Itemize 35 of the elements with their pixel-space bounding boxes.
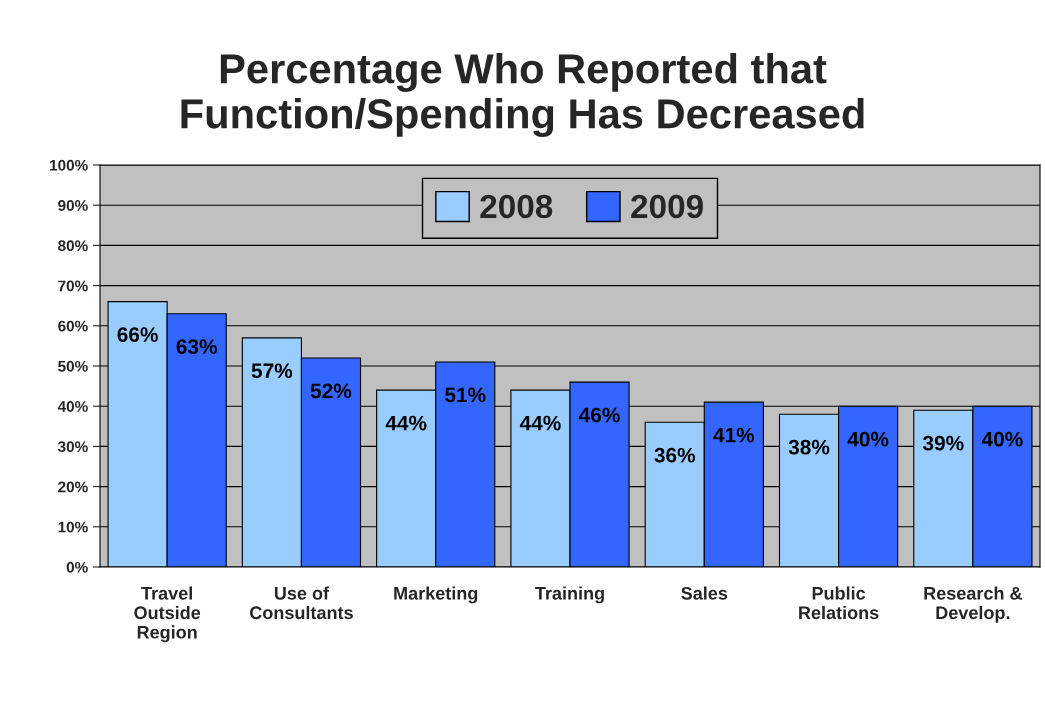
x-tick-label: Use of Consultants [250,586,353,620]
y-tick-label: 60% [58,320,88,332]
data-label: 40% [847,431,889,447]
data-label: 38% [788,439,830,455]
x-tick-label: Travel Outside Region [134,586,201,643]
data-label: 52% [310,383,352,399]
y-tick-label: 40% [57,401,88,412]
data-label: 41% [713,427,755,443]
chart-title: Percentage Who Reported that Function/Spending Has Decreased [181,52,864,138]
x-tick-label: Training [535,586,604,604]
y-tick-label: 20% [58,481,88,493]
data-label: 44% [385,415,427,431]
x-tick-label: Marketing [394,586,478,604]
x-tick-label: Public Relations [799,586,879,620]
data-label: 46% [579,407,620,423]
data-label: 40% [981,431,1023,447]
y-tick-label: 80% [58,240,88,252]
data-label: 63% [176,339,217,355]
data-label: 44% [519,415,561,431]
legend-label: 2009 [631,194,703,219]
y-tick-label: 50% [58,360,88,372]
y-tick-label: 10% [58,521,88,533]
data-label: 39% [922,435,964,451]
y-tick-label: 70% [58,280,88,292]
y-tick-label: 100% [50,159,88,171]
legend-label: 2008 [480,194,553,219]
data-label: 66% [117,327,158,342]
y-tick-label: 0% [66,561,88,573]
data-label: 57% [251,363,293,379]
y-tick-label: 90% [58,200,88,211]
x-tick-label: Research & Develop. [924,586,1022,623]
x-tick-label: Sales [681,586,728,600]
y-tick-label: 30% [57,441,88,453]
data-label: 36% [654,447,696,463]
data-label: 51% [445,387,486,403]
